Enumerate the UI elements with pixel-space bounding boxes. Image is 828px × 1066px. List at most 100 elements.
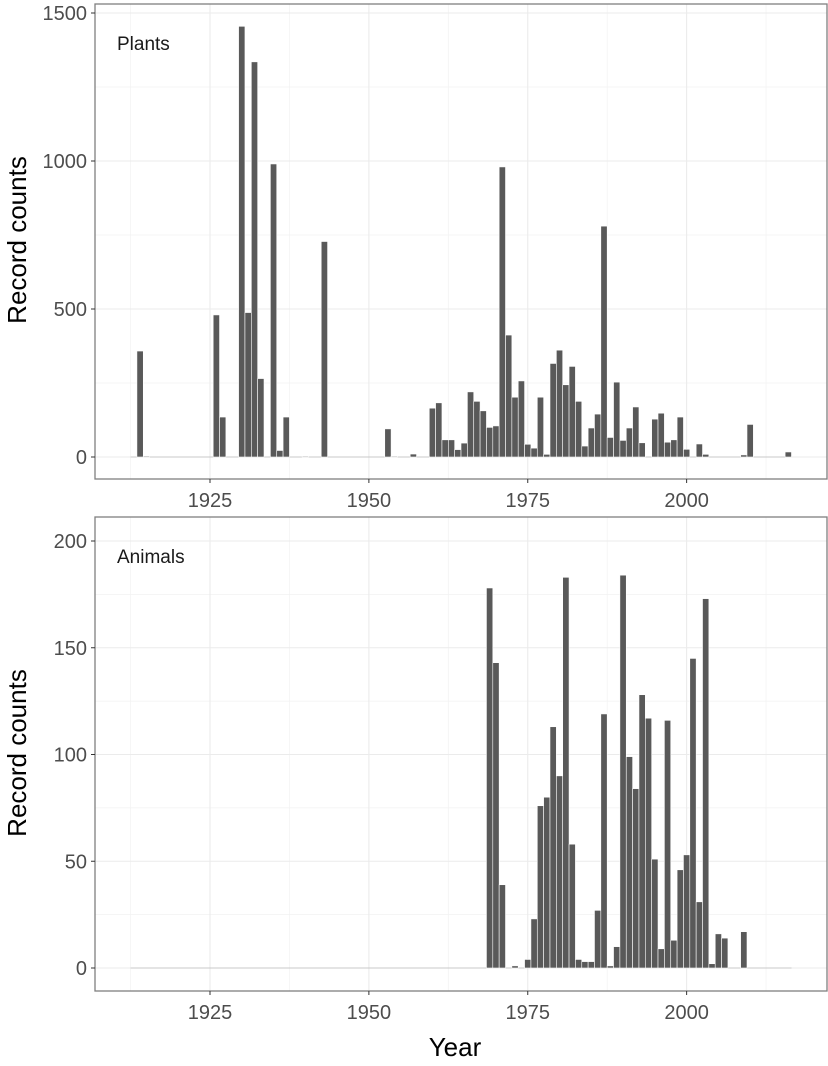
bar-1960	[428, 407, 436, 458]
bar-1943	[320, 241, 328, 458]
bar-1990	[619, 574, 627, 969]
y-tick-label: 100	[54, 745, 87, 767]
x-tick-label: 1975	[506, 490, 551, 512]
bar-1994	[645, 717, 652, 969]
bar-1940	[301, 455, 309, 458]
bar-1987	[600, 713, 608, 969]
y-axis-label-plants: Record counts	[2, 156, 32, 324]
bar-1986	[594, 910, 602, 969]
bar-1963	[448, 439, 455, 458]
bar-1965	[460, 442, 468, 458]
bar-2000	[683, 449, 691, 458]
bar-1980	[556, 349, 564, 458]
bar-1971	[498, 166, 506, 458]
y-tick-label: 200	[54, 531, 87, 553]
bar-2004	[708, 963, 716, 969]
bar-1992	[632, 788, 640, 969]
bar-1984	[581, 961, 589, 969]
y-tick-label: 0	[76, 447, 87, 469]
bar-1984	[581, 445, 589, 458]
bar-1914	[136, 350, 144, 458]
bar-1926	[212, 314, 220, 458]
bar-1935	[270, 163, 278, 458]
bar-2001	[689, 658, 697, 969]
bar-1985	[587, 427, 595, 458]
bar-1969	[486, 587, 494, 969]
bar-2005	[714, 933, 722, 969]
x-axis-label: Year	[429, 1032, 482, 1062]
bar-1932	[251, 61, 258, 458]
y-tick-label: 0	[76, 958, 87, 980]
bar-1973	[511, 965, 519, 969]
bar-1972	[505, 334, 513, 458]
bar-1982	[568, 366, 576, 458]
bar-1975	[524, 443, 532, 458]
bar-1970	[492, 425, 500, 458]
bar-1957	[409, 453, 417, 458]
bar-1995	[651, 418, 659, 458]
bar-1991	[625, 756, 633, 969]
bar-1970	[492, 662, 500, 969]
panel-label: Plants	[117, 34, 170, 55]
bar-1936	[276, 450, 284, 458]
bar-1981	[562, 384, 570, 458]
bar-1953	[384, 428, 392, 458]
bar-1997	[664, 720, 672, 969]
y-axis-label-animals: Record counts	[2, 669, 32, 837]
bar-1977	[536, 396, 544, 458]
bar-1986	[594, 413, 602, 458]
bar-1990	[619, 440, 627, 458]
bar-1931	[244, 312, 252, 458]
bar-1975	[524, 959, 532, 969]
bar-2003	[702, 454, 710, 458]
x-tick-label: 1950	[347, 490, 392, 512]
panel-label: Animals	[117, 547, 185, 568]
bar-1982	[568, 843, 576, 969]
bar-1954	[390, 455, 398, 458]
bar-1989	[613, 381, 621, 458]
y-tick-label: 1000	[43, 151, 88, 173]
bar-1998	[670, 439, 678, 458]
bar-1983	[575, 401, 583, 458]
bar-1976	[530, 447, 538, 458]
y-tick-label: 50	[65, 851, 87, 873]
bar-1998	[670, 939, 678, 969]
bar-1915	[142, 455, 150, 458]
bar-1992	[632, 406, 640, 458]
bar-2006	[721, 937, 729, 969]
bar-1967	[473, 401, 481, 458]
bar-1979	[549, 363, 557, 458]
animals-panel: 0 50 100 150 200 1925 1950 1975 2000 Animals	[54, 516, 828, 1024]
bar-1983	[575, 959, 583, 969]
bar-2002	[695, 443, 703, 458]
plot-border	[94, 3, 828, 480]
bar-1997	[664, 441, 672, 458]
bar-1974	[517, 380, 525, 458]
bar-1930	[238, 26, 246, 458]
bar-1969	[486, 427, 494, 458]
bar-2003	[702, 598, 710, 969]
bar-1978	[543, 796, 551, 969]
bar-2009	[740, 454, 748, 458]
bar-1927	[219, 416, 227, 458]
bar-2009	[740, 931, 748, 969]
plot-background	[95, 4, 827, 479]
bar-2002	[695, 901, 703, 969]
x-tick-label: 1975	[506, 1002, 551, 1024]
bar-1937	[282, 416, 290, 458]
bar-1977	[536, 805, 544, 969]
x-tick-label: 1925	[188, 1002, 233, 1024]
x-tick-label: 2000	[664, 490, 709, 512]
bar-1980	[556, 775, 564, 969]
y-tick-label: 1500	[43, 3, 88, 25]
x-tick-label: 1950	[347, 1002, 392, 1024]
y-tick-label: 500	[54, 299, 87, 321]
bar-1973	[511, 396, 519, 458]
bar-1995	[651, 858, 659, 969]
bar-1966	[467, 391, 475, 458]
y-tick-label: 150	[54, 638, 87, 660]
bar-1981	[562, 576, 570, 969]
bar-1993	[638, 442, 646, 458]
bar-1979	[549, 726, 557, 969]
